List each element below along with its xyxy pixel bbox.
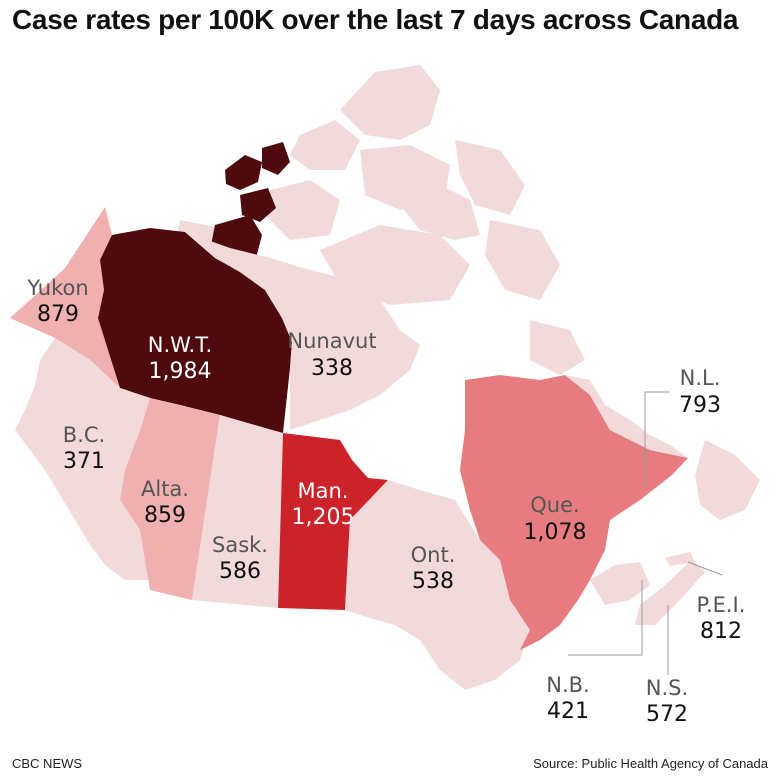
arctic-islands bbox=[175, 65, 585, 375]
label-pei-name: P.E.I. bbox=[697, 593, 746, 617]
leader-line-pei bbox=[687, 561, 723, 576]
region-pei[interactable] bbox=[665, 552, 695, 566]
label-nwt-name: N.W.T. bbox=[148, 333, 212, 357]
region-saskatchewan[interactable] bbox=[192, 415, 283, 608]
label-yukon-value: 879 bbox=[37, 302, 79, 327]
region-nova-scotia[interactable] bbox=[635, 560, 705, 625]
label-nb-name: N.B. bbox=[546, 673, 589, 697]
region-nl-island[interactable] bbox=[695, 440, 760, 520]
label-ontario-value: 538 bbox=[412, 569, 454, 594]
region-nwt[interactable] bbox=[98, 228, 292, 433]
label-alberta-name: Alta. bbox=[141, 477, 189, 501]
label-nl-name: N.L. bbox=[680, 366, 721, 390]
label-yukon-name: Yukon bbox=[26, 276, 88, 300]
region-nl-labrador[interactable] bbox=[565, 375, 688, 458]
region-yukon[interactable] bbox=[10, 207, 120, 388]
label-ns-name: N.S. bbox=[646, 676, 688, 700]
leader-line-nl bbox=[644, 391, 670, 485]
label-saskatchewan-value: 586 bbox=[219, 559, 261, 584]
region-nunavut[interactable] bbox=[185, 232, 420, 430]
source-label: Source: Public Health Agency of Canada bbox=[533, 756, 768, 771]
label-saskatchewan-name: Sask. bbox=[212, 533, 268, 557]
label-nunavut-name: Nunavut bbox=[287, 329, 376, 353]
chart-title: Case rates per 100K over the last 7 days… bbox=[12, 4, 739, 35]
region-manitoba[interactable] bbox=[278, 433, 388, 610]
label-quebec-value: 1,078 bbox=[524, 520, 587, 545]
label-ns-value: 572 bbox=[646, 702, 688, 727]
label-nl-value: 793 bbox=[679, 393, 721, 418]
region-quebec[interactable] bbox=[460, 375, 688, 650]
label-alberta-value: 859 bbox=[144, 503, 186, 528]
label-bc-name: B.C. bbox=[63, 423, 105, 447]
label-manitoba-value: 1,205 bbox=[292, 505, 355, 530]
region-new-brunswick[interactable] bbox=[590, 562, 650, 605]
label-quebec-name: Que. bbox=[530, 493, 579, 517]
label-manitoba-name: Man. bbox=[298, 479, 349, 503]
label-pei-value: 812 bbox=[700, 619, 742, 644]
credit-label: CBC NEWS bbox=[12, 756, 83, 771]
label-nwt-value: 1,984 bbox=[149, 359, 212, 384]
region-alberta[interactable] bbox=[120, 398, 220, 600]
region-bc[interactable] bbox=[15, 338, 160, 580]
label-nunavut-value: 338 bbox=[311, 356, 353, 381]
label-ontario-name: Ont. bbox=[411, 543, 456, 567]
leader-line-nb bbox=[568, 580, 643, 656]
label-bc-value: 371 bbox=[63, 449, 105, 474]
region-ontario[interactable] bbox=[345, 480, 530, 690]
label-nb-value: 421 bbox=[547, 699, 589, 724]
